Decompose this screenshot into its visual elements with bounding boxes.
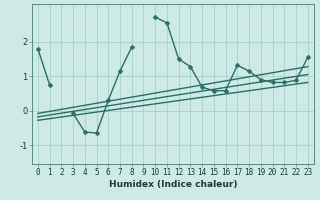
X-axis label: Humidex (Indice chaleur): Humidex (Indice chaleur) xyxy=(108,180,237,189)
